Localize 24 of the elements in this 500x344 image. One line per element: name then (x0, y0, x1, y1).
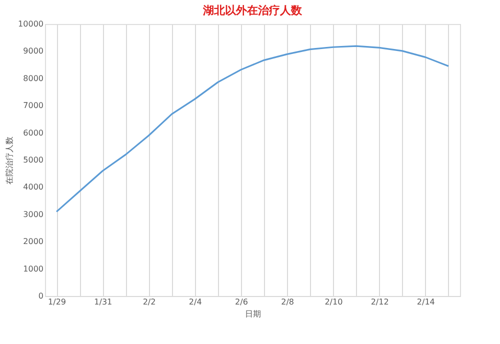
y-tick-label: 6000 (23, 128, 44, 138)
y-tick-label: 5000 (23, 156, 44, 164)
y-tick-label: 10000 (18, 20, 44, 28)
x-tick-label: 2/8 (281, 298, 294, 306)
x-tick-label: 2/14 (416, 298, 435, 306)
y-axis-title: 在院治疗人数 (5, 136, 14, 184)
x-tick-label: 1/29 (48, 298, 66, 306)
line-series (56, 45, 450, 212)
y-tick-label: 1000 (23, 264, 44, 274)
x-tick-label: 2/6 (235, 298, 248, 306)
y-tick-label: 8000 (23, 74, 44, 83)
x-tick-label: 2/12 (370, 298, 389, 306)
x-tick-label: 1/31 (94, 298, 112, 306)
y-tick-label: 0 (38, 292, 44, 300)
y-tick-label: 7000 (23, 101, 44, 110)
chart-title: 湖北以外在治疗人数 (202, 4, 303, 17)
x-tick-label: 2/2 (142, 298, 156, 306)
x-tick-label: 2/4 (188, 298, 202, 306)
y-tick-label: 2000 (23, 237, 44, 246)
y-tick-label: 9000 (23, 46, 44, 56)
x-axis-title: 日期 (245, 310, 261, 318)
x-tick-label: 2/10 (324, 298, 343, 306)
y-tick-label: 4000 (23, 182, 44, 192)
y-tick-label: 3000 (23, 210, 44, 219)
